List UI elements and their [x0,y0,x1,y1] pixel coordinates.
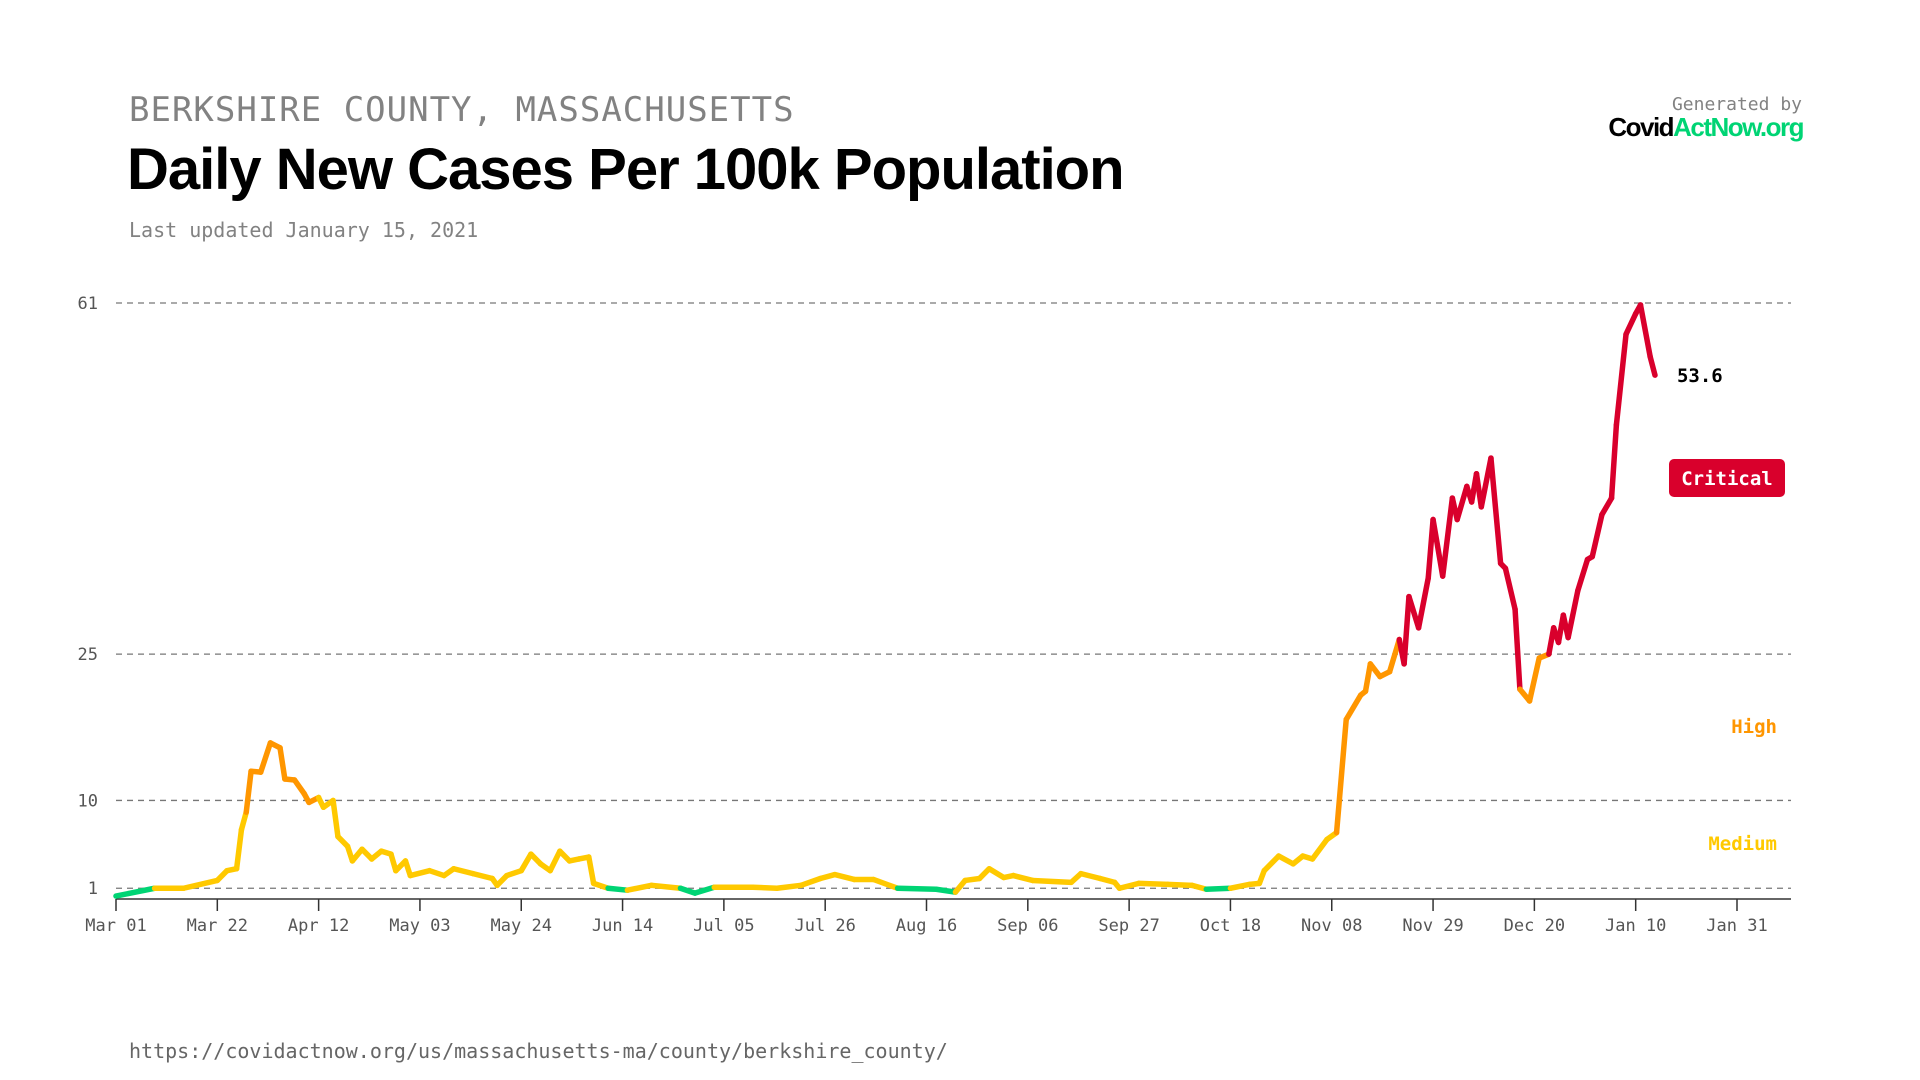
x-tick-label: Dec 20 [1504,916,1565,936]
series-segment [238,809,250,833]
region-subtitle: BERKSHIRE COUNTY, MASSACHUSETTS [129,90,795,130]
series-segment [257,740,274,775]
x-tick-label: Nov 29 [1402,916,1463,936]
series-segment [750,884,780,891]
zone-label-high: High [1731,716,1777,738]
series-segment [1512,606,1523,693]
y-tick-label: 25 [78,645,98,665]
zone-label-medium: Medium [1708,833,1777,855]
series-segment [1599,495,1615,518]
series-segment [1343,692,1364,723]
series-segment [113,885,158,899]
series-segment [832,871,857,883]
series-segment [1333,716,1349,836]
series-segment [450,865,476,877]
series-segment [470,870,496,882]
series-segment [798,875,824,889]
series-segment [1647,353,1658,378]
x-tick-label: Jan 31 [1706,916,1767,936]
x-tick-label: Jul 26 [794,916,855,936]
x-tick-label: Sep 06 [997,916,1058,936]
last-updated: Last updated January 15, 2021 [129,218,479,242]
brand-name-part: Covid [1608,112,1674,142]
series-segment [1526,655,1542,704]
y-tick-label: 1 [88,879,98,899]
y-tick-label: 61 [78,294,98,314]
series-segment [1488,455,1504,567]
series-segment [1439,495,1456,579]
x-tick-label: Mar 01 [85,916,146,936]
series-segment [692,884,717,896]
series-segment [1116,880,1142,891]
series-segment [1430,516,1446,579]
series-segment [1136,880,1171,888]
series-segment [586,854,597,887]
series-segment [1164,881,1195,889]
series-segment [1575,556,1591,594]
series-segment [1623,310,1639,337]
brand-logo: CovidActNow.org [1608,112,1804,143]
x-tick-label: Jul 05 [693,916,754,936]
x-tick-label: Nov 08 [1301,916,1362,936]
series-segment [243,768,254,815]
brand-name-part: ActNow.org [1673,112,1804,142]
series-segment [1502,565,1518,613]
series-segment [870,876,901,891]
y-tick-label: 10 [78,791,98,811]
series-segment [986,865,1007,881]
series-segment [291,777,307,797]
x-tick-label: Mar 22 [187,916,248,936]
x-tick-label: Jun 14 [592,916,653,936]
series-segment [1010,872,1036,884]
series-segment [1613,331,1629,428]
series-segment [1565,587,1581,641]
series-segment [605,885,631,893]
series-segment [1589,511,1605,560]
last-value-label: 53.6 [1677,365,1723,387]
series-segment [180,877,221,891]
series-segment [648,882,684,891]
x-tick-label: Oct 18 [1200,916,1261,936]
series-segment [1309,836,1330,862]
x-tick-label: Sep 27 [1098,916,1159,936]
series-segment [1362,661,1374,694]
series-segment [1637,302,1653,360]
series-segment [624,882,655,893]
source-url: https://covidactnow.org/us/massachusetts… [129,1039,948,1063]
series-segment [933,886,959,895]
x-tick-label: Apr 12 [288,916,349,936]
x-tick-label: Aug 16 [896,916,957,936]
chart-title: Daily New Cases Per 100k Population [127,137,1125,202]
series-segment [1029,877,1074,886]
series-segment [894,885,939,892]
series-segment [547,848,563,874]
series-segment [1415,575,1431,631]
series-segment [1608,422,1620,501]
x-tick-label: May 24 [491,916,552,936]
series-segment [774,882,804,891]
zone-label-critical: Critical [1681,468,1773,490]
series-segment [330,797,341,840]
series-segment [1227,881,1253,891]
series-segment [1454,483,1470,523]
series-segment [518,851,534,874]
series-segment [1261,853,1282,874]
critical-badge [1669,459,1785,497]
series-segment [1203,885,1234,892]
x-tick-label: May 03 [389,916,450,936]
series-segment [1078,870,1103,882]
x-tick-label: Jan 10 [1605,916,1666,936]
series-segment [277,745,288,782]
generated-by-label: Generated by [1671,94,1802,115]
series-segment [1401,593,1412,667]
series-segment [233,826,245,872]
series-segment [407,867,433,879]
